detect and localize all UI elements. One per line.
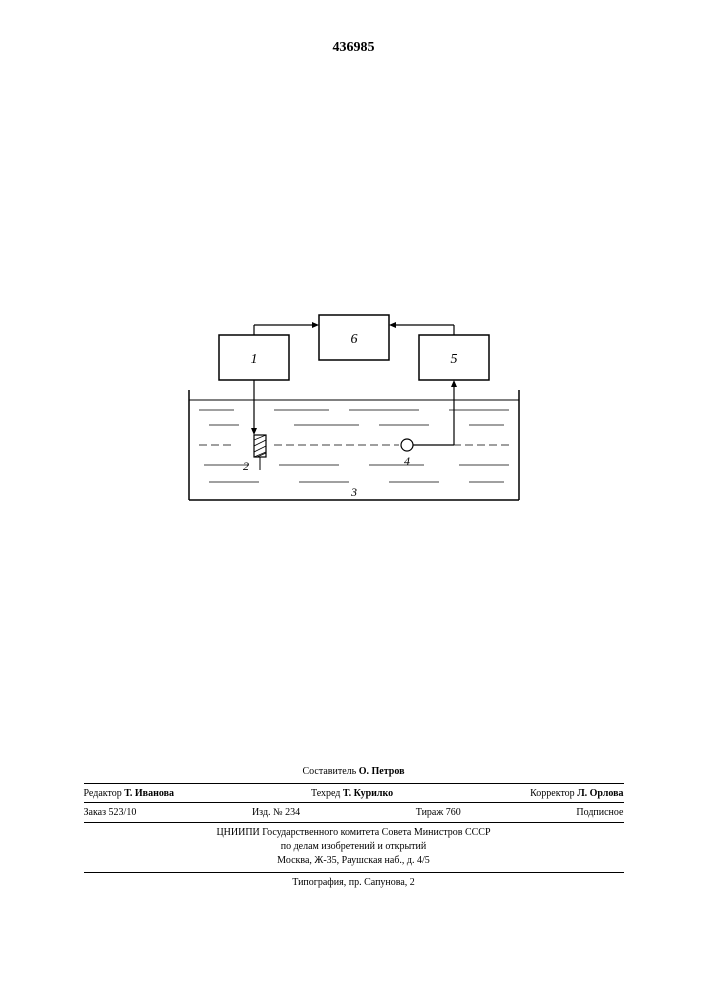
techred-name: Т. Курилко: [343, 788, 393, 799]
corrector-label: Корректор: [530, 788, 575, 799]
arrow-4-5-head: [451, 380, 457, 387]
composer-line: Составитель О. Петров: [84, 765, 624, 779]
editor-name: Т. Иванова: [124, 788, 174, 799]
corrector-name: Л. Орлова: [577, 788, 623, 799]
edition: Изд. № 234: [252, 806, 300, 820]
credits-row: Редактор Т. Иванова Техред Т. Курилко Ко…: [84, 783, 624, 801]
editor: Редактор Т. Иванова: [84, 787, 175, 801]
org-line2: по делам изобретений и открытий: [84, 840, 624, 854]
composer-name-bold: О. Петров: [359, 766, 405, 777]
hatch1: [254, 435, 266, 440]
block-diagram: 6 1 5: [179, 290, 529, 510]
print-row: Заказ 523/10 Изд. № 234 Тираж 760 Подпис…: [84, 802, 624, 820]
hatch4: [254, 452, 266, 457]
tirage: Тираж 760: [416, 806, 461, 820]
box-5-label: 5: [450, 352, 457, 367]
org-line1: ЦНИИПИ Государственного комитета Совета …: [84, 826, 624, 840]
techred-label: Техред: [311, 788, 340, 799]
page-number: 436985: [333, 40, 375, 56]
editor-label: Редактор: [84, 788, 122, 799]
footer: Составитель О. Петров Редактор Т. Иванов…: [84, 765, 624, 890]
sensor-label: 4: [404, 454, 410, 468]
tank-label: 3: [350, 485, 357, 499]
typography-line: Типография, пр. Сапунова, 2: [84, 872, 624, 890]
arrow-5-6-head: [389, 322, 396, 328]
order: Заказ 523/10: [84, 806, 137, 820]
subscription: Подписное: [576, 806, 623, 820]
hatch2: [254, 440, 266, 446]
hatch3: [254, 446, 266, 452]
diagram-svg: 6 1 5: [179, 290, 529, 510]
transducer-label: 2: [243, 459, 249, 473]
composer-label: Составитель: [303, 766, 357, 777]
corrector: Корректор Л. Орлова: [530, 787, 623, 801]
arrow-1-2-head: [251, 428, 257, 435]
arrow-1-6-head: [312, 322, 319, 328]
org-block: ЦНИИПИ Государственного комитета Совета …: [84, 822, 624, 868]
box-1-label: 1: [250, 352, 257, 367]
techred: Техред Т. Курилко: [311, 787, 393, 801]
org-address: Москва, Ж-35, Раушская наб., д. 4/5: [84, 854, 624, 868]
sensor: [401, 439, 413, 451]
box-6-label: 6: [350, 332, 357, 347]
